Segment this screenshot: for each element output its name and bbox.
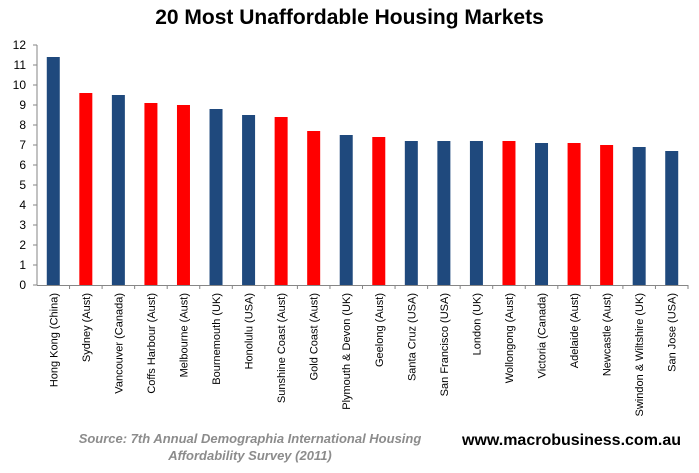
bar — [307, 131, 321, 285]
y-tick-label: 6 — [19, 158, 26, 172]
x-tick-label: Wollongong (Aust) — [504, 293, 516, 383]
x-tick-label: Coffs Harbour (Aust) — [146, 293, 158, 394]
bar — [111, 95, 125, 285]
x-tick-label: Hong Kong (China) — [48, 293, 60, 387]
bar — [469, 141, 483, 285]
x-tick-label: Honolulu (USA) — [244, 293, 256, 369]
source-line-2: Affordability Survey (2011) — [168, 448, 332, 463]
x-tick-label: San Francisco (USA) — [439, 293, 451, 396]
y-tick-label: 11 — [14, 58, 27, 72]
x-tick-label: Adelaide (Aust) — [569, 293, 581, 368]
y-tick-label: 7 — [19, 138, 26, 152]
x-tick-label: Sunshine Coast (Aust) — [276, 293, 288, 403]
y-tick-label: 12 — [13, 38, 27, 52]
bar — [144, 103, 158, 285]
x-tick-label: London (UK) — [471, 293, 483, 355]
source-note: Source: 7th Annual Demographia Internati… — [40, 430, 460, 464]
bar — [600, 145, 614, 285]
source-line-1: Source: 7th Annual Demographia Internati… — [78, 431, 422, 446]
y-tick-label: 8 — [19, 118, 26, 132]
x-tick-label: Sydney (Aust) — [81, 293, 93, 362]
bar — [242, 115, 256, 285]
bar — [665, 151, 679, 285]
bar — [372, 137, 386, 285]
y-tick-label: 2 — [19, 238, 26, 252]
bar — [209, 109, 223, 285]
bar — [567, 143, 581, 285]
y-tick-label: 5 — [19, 178, 26, 192]
x-tick-label: Santa Cruz (USA) — [406, 293, 418, 381]
x-tick-label: Bournemouth (UK) — [211, 293, 223, 385]
bars — [46, 57, 679, 285]
bar — [404, 141, 418, 285]
bar — [46, 57, 60, 285]
x-tick-label: Melbourne (Aust) — [178, 293, 190, 377]
x-tick-label: Victoria (Canada) — [537, 293, 549, 378]
x-tick-label: Gold Coast (Aust) — [309, 293, 321, 380]
y-tick-label: 0 — [19, 278, 26, 292]
bar — [176, 105, 190, 285]
y-tick-label: 10 — [13, 78, 27, 92]
bar — [339, 135, 353, 285]
chart-title: 20 Most Unaffordable Housing Markets — [155, 6, 544, 29]
y-tick-label: 9 — [19, 98, 26, 112]
y-tick-label: 3 — [19, 218, 26, 232]
bar — [437, 141, 451, 285]
bar — [632, 147, 646, 285]
bar — [502, 141, 516, 285]
x-tick-label: Plymouth & Devon (UK) — [341, 293, 353, 410]
bar — [79, 93, 93, 285]
bar — [274, 117, 288, 285]
x-tick-label: Geelong (Aust) — [374, 293, 386, 367]
x-tick-label: Vancouver (Canada) — [113, 293, 125, 394]
y-tick-label: 4 — [19, 198, 26, 212]
x-tick-label: Newcastle (Aust) — [602, 293, 614, 376]
x-tick-label: Swindon & Wiltshire (UK) — [634, 293, 646, 416]
x-tick-label: San Jose (USA) — [667, 293, 679, 372]
site-credit: www.macrobusiness.com.au — [462, 432, 682, 449]
y-tick-label: 1 — [19, 258, 26, 272]
axes — [33, 44, 689, 289]
bar — [535, 143, 549, 285]
